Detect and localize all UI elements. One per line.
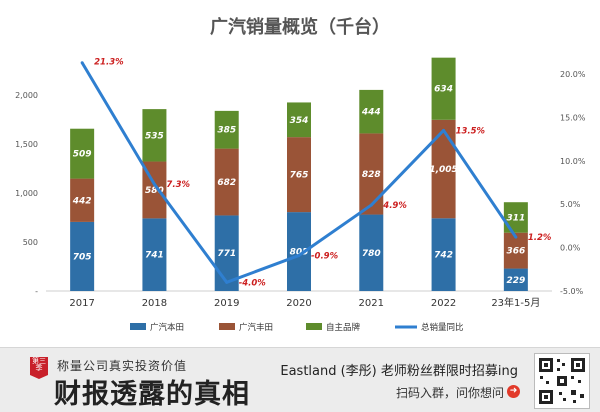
yoy-point xyxy=(297,253,301,257)
yoy-point xyxy=(442,128,446,132)
right-axis-tick-label: 0.0% xyxy=(560,244,581,253)
right-axis-tick-label: 5.0% xyxy=(560,200,581,209)
bar-segment xyxy=(431,218,456,291)
yoy-point xyxy=(80,61,84,65)
bar-data-label: 580 xyxy=(145,186,164,196)
sales-chart: 广汽销量概览（千台） - 500 1,000 1,500 2,000 -5.0% 0.0% 5… xyxy=(15,16,586,333)
bar-segment xyxy=(214,110,239,149)
right-axis-tick-label: -5.0% xyxy=(560,287,584,296)
right-axis-tick-label: 10.0% xyxy=(560,157,586,166)
bar-segment xyxy=(142,218,167,291)
bar-segment xyxy=(142,109,167,162)
join-group-link[interactable]: 扫码入群，问你想问 xyxy=(395,386,504,400)
yoy-data-label: 7.3% xyxy=(166,180,190,190)
left-axis-tick-label: 2,000 xyxy=(15,91,38,100)
legend-label: 自主品牌 xyxy=(326,322,361,333)
bar-data-label: 385 xyxy=(217,126,236,136)
bar-data-label: 805 xyxy=(290,248,309,258)
yoy-point xyxy=(152,182,156,186)
chart-title: 广汽销量概览（千台） xyxy=(210,16,390,38)
legend-swatch xyxy=(130,323,146,330)
yoy-data-label: -0.9% xyxy=(311,251,339,261)
footer-promo: Eastland (李彤) 老师粉丝群限时招募ing xyxy=(280,364,518,379)
x-axis-tick-label: 2020 xyxy=(286,298,311,309)
x-axis-tick-label: 23年1-5月 xyxy=(491,296,540,309)
bar-data-label: 742 xyxy=(434,251,453,261)
bar-segment xyxy=(359,214,384,291)
footer-title: 财报透露的真相 xyxy=(54,379,250,410)
qr-code-icon[interactable] xyxy=(534,353,590,409)
legend-swatch xyxy=(306,323,322,330)
legend-swatch xyxy=(219,323,235,330)
bar-segment xyxy=(359,89,384,134)
bar-segment xyxy=(70,178,95,222)
bar-data-label: 705 xyxy=(73,252,92,262)
promo-footer: 第三季 称量公司真实投资价值 财报透露的真相 Eastland (李彤) 老师粉… xyxy=(0,347,600,412)
legend-label: 广汽本田 xyxy=(150,322,184,333)
bar-data-label: 509 xyxy=(73,150,92,160)
bar-data-label: 442 xyxy=(72,196,92,206)
bar-data-label: 366 xyxy=(506,247,525,257)
bar-data-label: 771 xyxy=(217,249,236,259)
legend-label: 广汽丰田 xyxy=(239,322,273,333)
bar-segment xyxy=(287,102,311,138)
yoy-data-label: -4.0% xyxy=(239,278,267,288)
footer-tagline: 称量公司真实投资价值 xyxy=(57,359,188,373)
yoy-data-label: 13.5% xyxy=(456,126,486,136)
bar-segment xyxy=(503,268,528,291)
bar-data-label: 828 xyxy=(362,170,381,180)
bar-data-label: 634 xyxy=(434,85,453,95)
left-axis-tick-label: - xyxy=(35,287,38,296)
bar-segment xyxy=(214,148,239,216)
season-badge: 第三季 xyxy=(30,357,48,379)
x-axis-tick-label: 2021 xyxy=(359,298,384,309)
right-axis-tick-label: 20.0% xyxy=(560,70,586,79)
left-axis-tick-label: 1,500 xyxy=(15,140,38,149)
left-axis-tick-label: 500 xyxy=(23,238,38,247)
bar-segment xyxy=(70,128,95,179)
bar-data-label: 1,005 xyxy=(429,165,457,175)
bar-segment xyxy=(287,137,311,213)
x-axis-tick-label: 2018 xyxy=(142,298,167,309)
bar-data-label: 354 xyxy=(290,116,309,126)
bar-data-label: 535 xyxy=(145,131,164,141)
bar-data-label: 780 xyxy=(362,249,381,259)
bar-data-label: 765 xyxy=(290,171,309,181)
bar-data-label: 229 xyxy=(506,276,525,286)
yoy-data-label: 1.2% xyxy=(528,233,552,243)
bar-segment xyxy=(431,119,456,219)
bar-data-label: 311 xyxy=(506,213,525,223)
bar-data-label: 682 xyxy=(217,178,236,188)
yoy-data-label: 21.3% xyxy=(94,58,124,68)
chart-area: 广汽销量概览（千台） - 500 1,000 1,500 2,000 -5.0% 0.0% 5… xyxy=(15,16,586,333)
left-axis-tick-label: 1,000 xyxy=(15,189,38,198)
x-axis-tick-label: 2022 xyxy=(431,298,456,309)
legend-label: 总销量同比 xyxy=(421,322,464,333)
bar-data-label: 444 xyxy=(361,108,381,118)
x-axis-tick-label: 2019 xyxy=(214,298,239,309)
x-axis-tick-label: 2017 xyxy=(69,298,94,309)
bar-segment xyxy=(359,133,384,215)
yoy-point xyxy=(225,280,229,284)
arrow-right-icon[interactable]: ➜ xyxy=(507,385,520,398)
bar-data-label: 741 xyxy=(145,251,164,261)
bar-segment xyxy=(70,221,95,291)
right-axis-tick-label: 15.0% xyxy=(560,113,586,122)
yoy-point xyxy=(369,203,373,207)
bar-segment xyxy=(431,57,456,120)
yoy-data-label: 4.9% xyxy=(382,201,407,211)
yoy-point xyxy=(514,235,518,239)
